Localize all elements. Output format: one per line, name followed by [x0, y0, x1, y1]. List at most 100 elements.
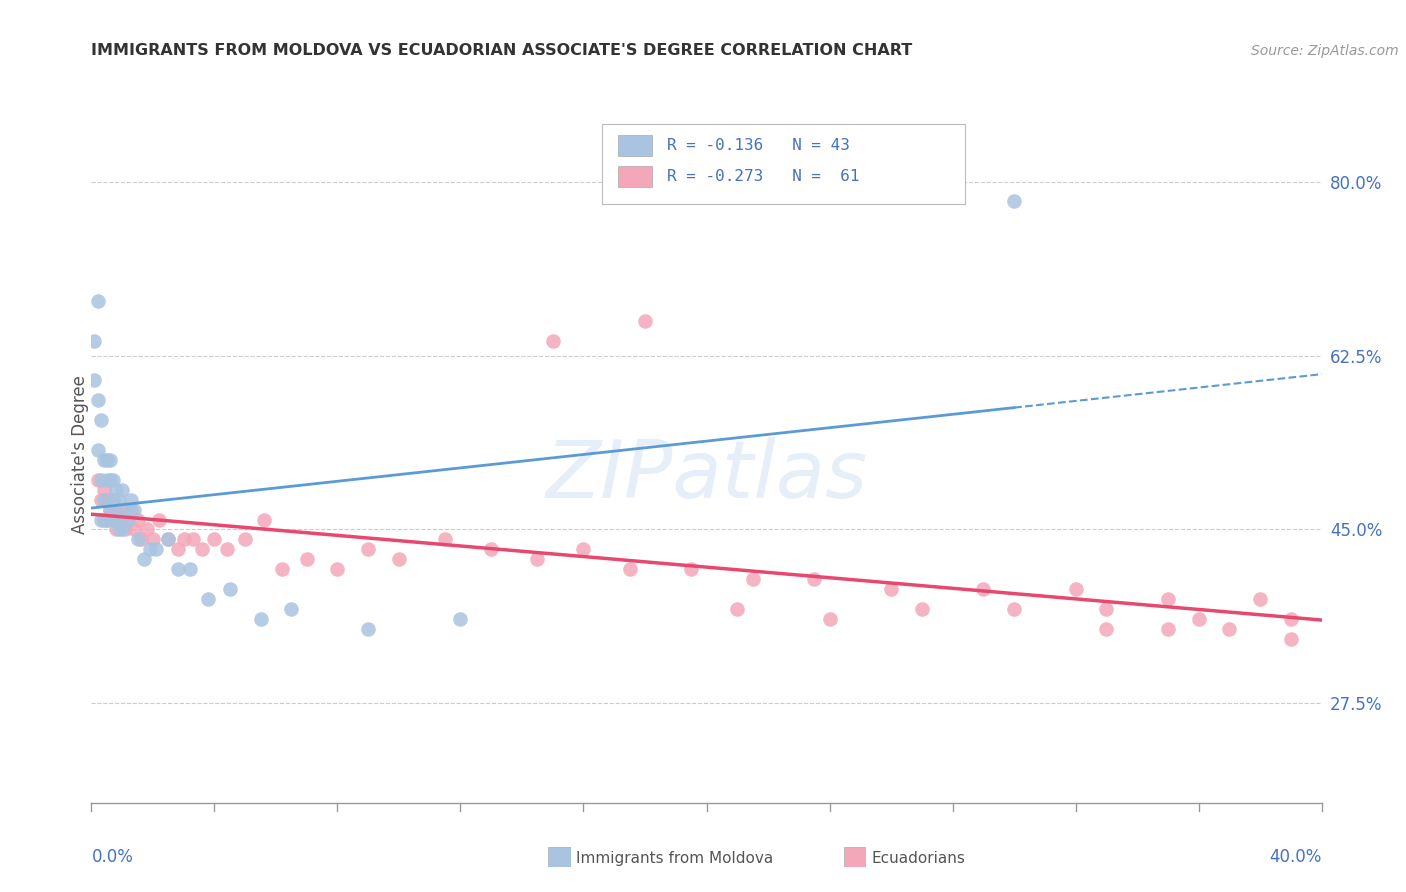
Point — [972, 582, 994, 596]
Point — [96, 492, 118, 507]
Text: 0.0%: 0.0% — [91, 848, 134, 866]
Point — [93, 483, 115, 497]
Point — [93, 512, 115, 526]
Point — [101, 473, 124, 487]
Point — [98, 453, 121, 467]
Point — [1157, 622, 1180, 636]
Point — [157, 533, 180, 547]
Point — [818, 612, 841, 626]
Point — [434, 533, 457, 547]
Point — [90, 413, 112, 427]
Point — [526, 552, 548, 566]
Point — [619, 562, 641, 576]
Text: Source: ZipAtlas.com: Source: ZipAtlas.com — [1251, 44, 1399, 58]
Point — [253, 512, 276, 526]
Point — [93, 453, 115, 467]
Point — [181, 533, 204, 547]
Point — [572, 542, 595, 557]
Point — [1218, 622, 1240, 636]
Point — [1279, 632, 1302, 646]
Point — [249, 612, 271, 626]
Point — [681, 562, 703, 576]
Point — [326, 562, 349, 576]
Point — [96, 512, 118, 526]
Point — [90, 473, 112, 487]
Point — [127, 512, 149, 526]
FancyBboxPatch shape — [617, 135, 652, 156]
Point — [280, 602, 302, 616]
Point — [108, 512, 131, 526]
Point — [191, 542, 214, 557]
Text: Ecuadorians: Ecuadorians — [872, 851, 966, 865]
Point — [96, 512, 118, 526]
Point — [117, 512, 139, 526]
Point — [120, 492, 142, 507]
Point — [1002, 194, 1025, 209]
Point — [117, 512, 139, 526]
Point — [114, 523, 136, 537]
Point — [197, 592, 219, 607]
Point — [233, 533, 256, 547]
Point — [295, 552, 318, 566]
Point — [111, 502, 134, 516]
Point — [105, 523, 127, 537]
Point — [173, 533, 195, 547]
Point — [108, 523, 131, 537]
Point — [803, 572, 825, 586]
Point — [86, 393, 108, 408]
Point — [1249, 592, 1271, 607]
Point — [157, 533, 180, 547]
Text: IMMIGRANTS FROM MOLDOVA VS ECUADORIAN ASSOCIATE'S DEGREE CORRELATION CHART: IMMIGRANTS FROM MOLDOVA VS ECUADORIAN AS… — [91, 43, 912, 58]
Point — [90, 492, 112, 507]
Point — [83, 334, 105, 348]
FancyBboxPatch shape — [617, 166, 652, 187]
Point — [218, 582, 240, 596]
Point — [634, 314, 657, 328]
Point — [148, 512, 170, 526]
Point — [1064, 582, 1087, 596]
Text: Immigrants from Moldova: Immigrants from Moldova — [576, 851, 773, 865]
Point — [93, 492, 115, 507]
Point — [124, 523, 146, 537]
Point — [479, 542, 502, 557]
Point — [215, 542, 238, 557]
Point — [357, 542, 380, 557]
Point — [911, 602, 934, 616]
Point — [96, 473, 118, 487]
Point — [271, 562, 294, 576]
Point — [86, 293, 108, 308]
Point — [101, 512, 124, 526]
Point — [98, 473, 121, 487]
Point — [129, 533, 152, 547]
Point — [108, 492, 131, 507]
Point — [98, 502, 121, 516]
Point — [135, 523, 157, 537]
Point — [880, 582, 903, 596]
Point — [111, 483, 134, 497]
Point — [202, 533, 225, 547]
Point — [96, 453, 118, 467]
Text: ZIPatlas: ZIPatlas — [546, 437, 868, 515]
Point — [86, 473, 108, 487]
Point — [105, 512, 127, 526]
Point — [541, 334, 564, 348]
Point — [1157, 592, 1180, 607]
Point — [357, 622, 380, 636]
Point — [90, 512, 112, 526]
Point — [120, 502, 142, 516]
Point — [1279, 612, 1302, 626]
Point — [101, 492, 124, 507]
Point — [114, 502, 136, 516]
Point — [388, 552, 411, 566]
FancyBboxPatch shape — [602, 124, 965, 204]
Point — [1187, 612, 1209, 626]
Text: R = -0.136   N = 43: R = -0.136 N = 43 — [666, 137, 851, 153]
Point — [725, 602, 748, 616]
Text: 40.0%: 40.0% — [1270, 848, 1322, 866]
Point — [105, 502, 127, 516]
Point — [105, 483, 127, 497]
Point — [1095, 602, 1118, 616]
Point — [1002, 602, 1025, 616]
Point — [127, 533, 149, 547]
Point — [449, 612, 471, 626]
